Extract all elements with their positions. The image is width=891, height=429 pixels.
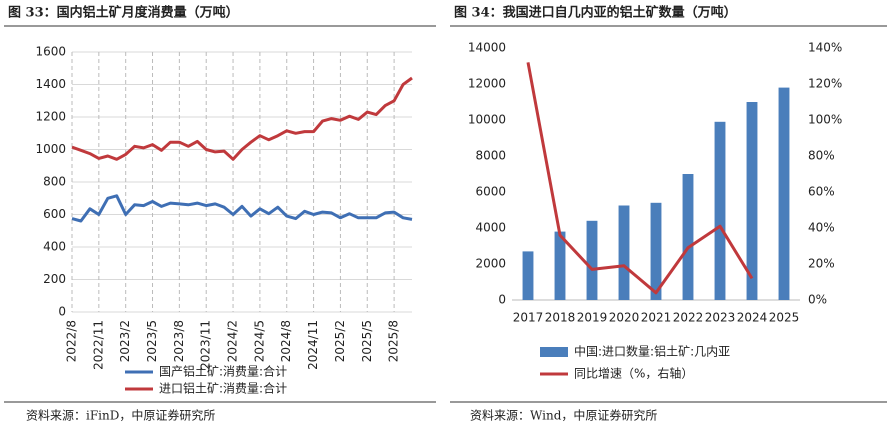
y-tick-label: 2000 — [475, 257, 506, 271]
y-tick-label: 0 — [58, 305, 66, 319]
line — [71, 194, 413, 223]
x-tick-label: 2022/8 — [65, 320, 79, 362]
x-tick-label: 2024/2 — [226, 320, 240, 362]
y-tick-label: 4000 — [475, 221, 506, 235]
y-tick-label: 0 — [498, 293, 506, 307]
y-tick-label: 800 — [43, 175, 66, 189]
y-tick-label: 400 — [43, 240, 66, 254]
x-tick-label: 2019 — [577, 311, 608, 325]
x-tick-label: 2023/5 — [145, 320, 159, 362]
y2-tick-label: 20% — [808, 257, 835, 271]
y-tick-label: 1400 — [35, 77, 66, 91]
x-tick-label: 2023 — [705, 311, 736, 325]
y2-tick-label: 120% — [808, 77, 842, 91]
y-tick-label: 12000 — [468, 77, 506, 91]
x-tick-label: 2023/11 — [199, 320, 213, 370]
x-tick-label: 2025/5 — [360, 320, 374, 362]
bar — [618, 205, 630, 300]
y-tick-label: 1000 — [35, 142, 66, 156]
x-tick-label: 2020 — [609, 311, 640, 325]
y-tick-label: 6000 — [475, 185, 506, 199]
bar — [650, 202, 662, 300]
bar — [746, 102, 758, 300]
x-tick-label: 2024/8 — [279, 320, 293, 362]
y-tick-label: 10000 — [468, 113, 506, 127]
legend-swatch — [540, 347, 568, 357]
y2-tick-label: 40% — [808, 221, 835, 235]
y2-tick-label: 0% — [808, 293, 827, 307]
legend-label: 国产铝土矿:消费量:合计 — [159, 364, 287, 379]
bar — [778, 87, 790, 300]
y-tick-label: 1600 — [35, 45, 66, 59]
x-tick-label: 2024/11 — [306, 320, 320, 370]
y-tick-label: 200 — [43, 272, 66, 286]
y2-tick-label: 60% — [808, 185, 835, 199]
y2-tick-label: 100% — [808, 113, 842, 127]
x-tick-label: 2021 — [641, 311, 672, 325]
x-tick-label: 2025 — [769, 311, 800, 325]
chart-title: 图 33：国内铝土矿月度消费量（万吨） — [8, 5, 239, 21]
x-tick-label: 2018 — [545, 311, 576, 325]
legend-label: 中国:进口数量:铝土矿:几内亚 — [574, 344, 730, 359]
bar — [554, 231, 566, 300]
line — [526, 62, 754, 295]
y2-tick-label: 140% — [808, 41, 842, 55]
x-tick-label: 2025/2 — [333, 320, 347, 362]
y-tick-label: 8000 — [475, 149, 506, 163]
y-tick-label: 600 — [43, 207, 66, 221]
x-tick-label: 2022/11 — [91, 320, 105, 370]
x-tick-label: 2024 — [737, 311, 768, 325]
source: 资料来源：iFinD，中原证券研究所 — [26, 408, 215, 423]
bar — [682, 174, 694, 300]
x-tick-label: 2025/8 — [387, 320, 401, 362]
bar — [586, 220, 598, 300]
line — [71, 76, 413, 161]
bar — [522, 251, 534, 300]
x-tick-label: 2024/5 — [252, 320, 266, 362]
x-tick-label: 2023/2 — [118, 320, 132, 362]
source: 资料来源：Wind，中原证券研究所 — [470, 408, 657, 423]
y2-tick-label: 80% — [808, 149, 835, 163]
chart-title: 图 34：我国进口自几内亚的铝土矿数量（万吨） — [454, 5, 737, 21]
legend-label: 同比增速（%，右轴） — [574, 366, 693, 381]
x-tick-label: 2017 — [513, 311, 544, 325]
x-tick-label: 2023/8 — [172, 320, 186, 362]
x-tick-label: 2022 — [673, 311, 704, 325]
y-tick-label: 14000 — [468, 41, 506, 55]
y-tick-label: 1200 — [35, 110, 66, 124]
legend-label: 进口铝土矿:消费量:合计 — [159, 381, 287, 396]
bar — [714, 121, 726, 300]
